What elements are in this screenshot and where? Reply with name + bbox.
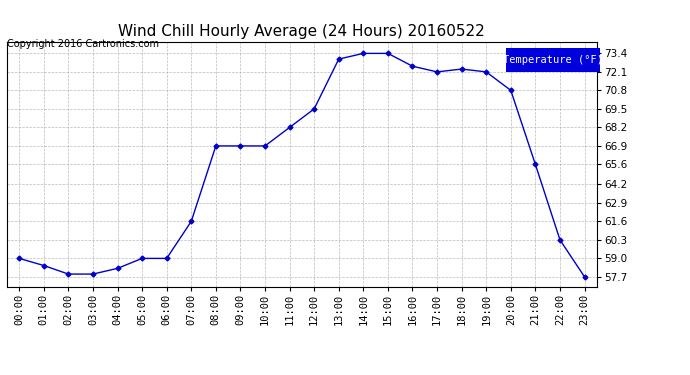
Text: Temperature (°F): Temperature (°F)	[503, 55, 603, 65]
Text: Copyright 2016 Cartronics.com: Copyright 2016 Cartronics.com	[7, 39, 159, 50]
Title: Wind Chill Hourly Average (24 Hours) 20160522: Wind Chill Hourly Average (24 Hours) 201…	[119, 24, 485, 39]
